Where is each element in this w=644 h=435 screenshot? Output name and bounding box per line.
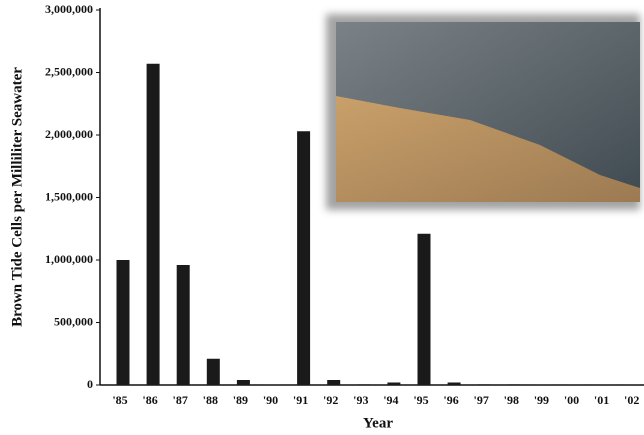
- y-tick-label: 3,000,000: [45, 2, 93, 16]
- y-tick-label: 1,000,000: [45, 252, 93, 266]
- bar: [357, 384, 370, 385]
- x-tick-label: '02: [624, 393, 639, 407]
- bar: [387, 383, 400, 386]
- x-tick-label: '87: [173, 393, 188, 407]
- bar: [448, 383, 461, 386]
- bar: [478, 384, 491, 385]
- x-tick-label: '96: [443, 393, 458, 407]
- x-tick-label: '91: [293, 393, 308, 407]
- x-tick-label: '94: [383, 393, 398, 407]
- y-tick-label: 2,500,000: [45, 64, 93, 78]
- bar: [117, 260, 130, 385]
- y-tick-label: 500,000: [54, 314, 93, 328]
- photo-inset: [326, 14, 640, 210]
- bar: [418, 234, 431, 385]
- bar: [177, 265, 190, 385]
- x-tick-label: '86: [142, 393, 157, 407]
- x-tick-label: '85: [112, 393, 127, 407]
- x-tick-label: '01: [594, 393, 609, 407]
- x-tick-label: '88: [203, 393, 218, 407]
- bar: [207, 359, 220, 385]
- bar: [147, 64, 160, 385]
- bar: [508, 384, 521, 385]
- y-tick-label: 0: [87, 377, 93, 391]
- x-tick-label: '98: [504, 393, 519, 407]
- x-tick-label: '93: [353, 393, 368, 407]
- x-tick-label: '99: [534, 393, 549, 407]
- x-tick-label: '89: [233, 393, 248, 407]
- x-axis-title: Year: [363, 415, 393, 431]
- y-tick-label: 1,500,000: [45, 189, 93, 203]
- x-tick-label: '00: [564, 393, 579, 407]
- bar: [297, 131, 310, 385]
- bar: [327, 380, 340, 385]
- x-tick-label: '92: [323, 393, 338, 407]
- chart: Brown Tide Cells per Milliliter Seawater…: [0, 0, 644, 435]
- x-tick-label: '97: [474, 393, 489, 407]
- y-axis-title: Brown Tide Cells per Milliliter Seawater: [9, 67, 25, 327]
- bar: [237, 380, 250, 385]
- x-tick-label: '90: [263, 393, 278, 407]
- y-tick-label: 2,000,000: [45, 127, 93, 141]
- x-tick-label: '95: [413, 393, 428, 407]
